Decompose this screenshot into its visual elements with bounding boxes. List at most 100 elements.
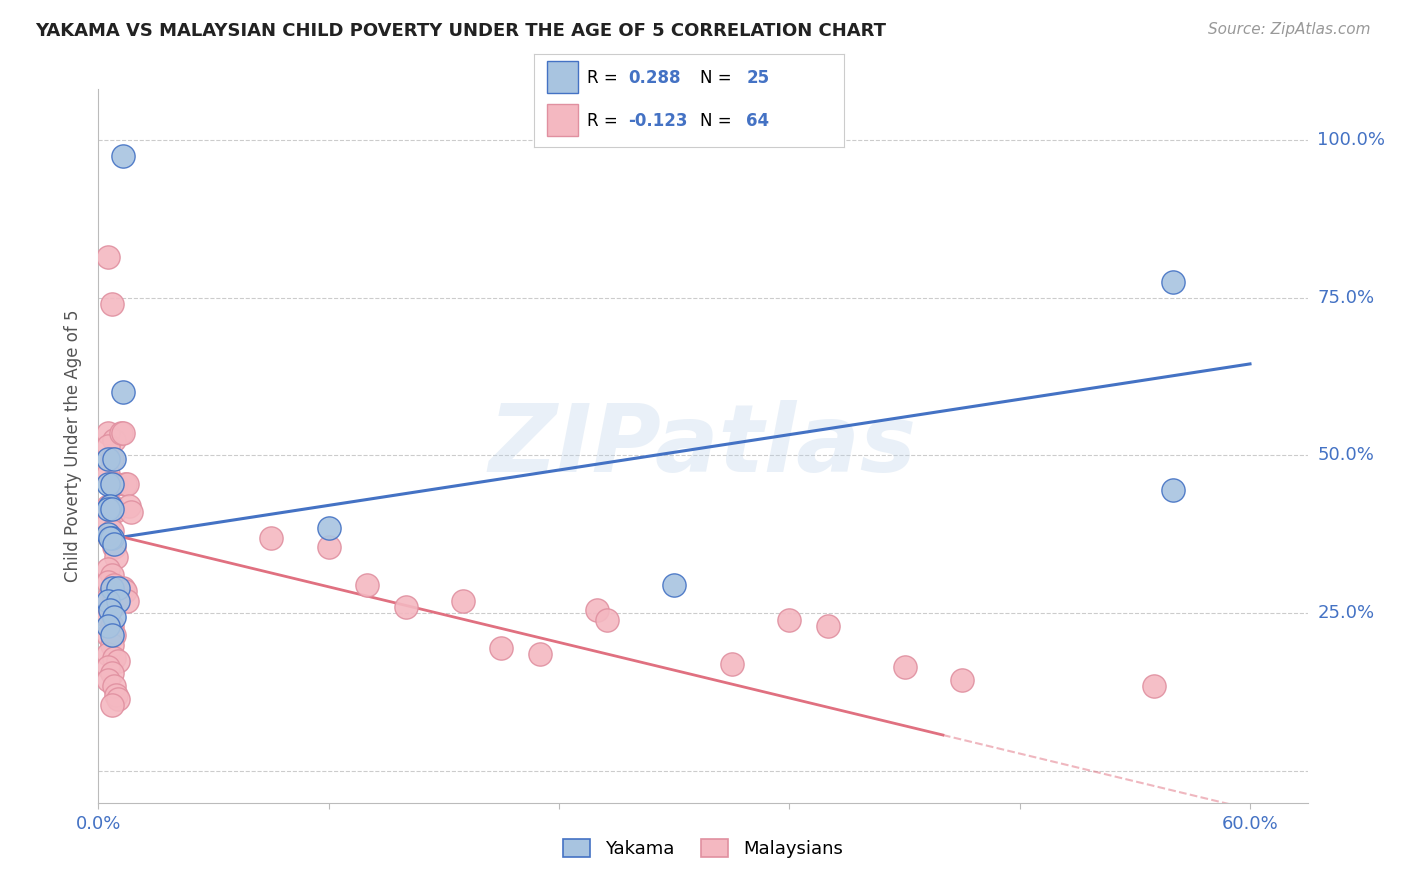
Point bbox=[103, 537, 125, 551]
Point bbox=[98, 603, 121, 617]
Point bbox=[101, 638, 124, 652]
Point bbox=[491, 641, 513, 656]
Text: N =: N = bbox=[700, 69, 737, 87]
Point bbox=[98, 531, 121, 545]
Point bbox=[114, 584, 136, 599]
Point bbox=[596, 613, 619, 627]
Text: R =: R = bbox=[586, 69, 623, 87]
Point bbox=[101, 619, 124, 633]
Point bbox=[101, 628, 124, 642]
Point bbox=[97, 574, 120, 589]
Point bbox=[260, 531, 283, 545]
Point bbox=[112, 148, 135, 162]
Point bbox=[97, 439, 120, 453]
Text: N =: N = bbox=[700, 112, 737, 130]
Point bbox=[97, 619, 120, 633]
Point bbox=[101, 666, 124, 681]
Text: 25: 25 bbox=[747, 69, 769, 87]
Point bbox=[893, 660, 915, 674]
Point bbox=[97, 499, 120, 513]
Point bbox=[103, 540, 125, 554]
Text: 100.0%: 100.0% bbox=[1317, 131, 1385, 149]
Bar bbox=[547, 61, 578, 93]
Point bbox=[101, 297, 124, 311]
Point bbox=[97, 648, 120, 662]
Point bbox=[107, 593, 129, 607]
Point bbox=[101, 476, 124, 491]
Point bbox=[103, 679, 125, 693]
Point bbox=[101, 499, 124, 513]
Point bbox=[720, 657, 742, 671]
Point bbox=[110, 426, 132, 441]
Point bbox=[104, 549, 127, 564]
Text: R =: R = bbox=[586, 112, 623, 130]
Point bbox=[101, 502, 124, 516]
Text: 64: 64 bbox=[747, 112, 769, 130]
Point bbox=[107, 691, 129, 706]
Point bbox=[97, 250, 120, 264]
Point bbox=[97, 609, 120, 624]
Point bbox=[97, 591, 120, 605]
Text: 75.0%: 75.0% bbox=[1317, 289, 1374, 307]
Point bbox=[115, 593, 138, 607]
Point bbox=[104, 689, 127, 703]
Point bbox=[529, 648, 551, 662]
Point bbox=[97, 467, 120, 482]
Text: 50.0%: 50.0% bbox=[1317, 447, 1374, 465]
Point bbox=[115, 476, 138, 491]
Point bbox=[101, 698, 124, 712]
Point bbox=[118, 499, 141, 513]
Point bbox=[107, 581, 129, 595]
Text: ZIPatlas: ZIPatlas bbox=[489, 400, 917, 492]
Point bbox=[112, 581, 135, 595]
Point bbox=[97, 451, 120, 466]
Point bbox=[103, 609, 125, 624]
Point bbox=[103, 433, 125, 447]
Point bbox=[97, 673, 120, 687]
Point bbox=[98, 499, 121, 513]
Point bbox=[97, 476, 120, 491]
Point bbox=[817, 619, 839, 633]
Point bbox=[664, 578, 686, 592]
Point bbox=[98, 531, 121, 545]
Point bbox=[101, 451, 124, 466]
Point bbox=[112, 426, 135, 441]
Point bbox=[114, 476, 136, 491]
Bar bbox=[547, 104, 578, 136]
Point bbox=[104, 597, 127, 611]
Point bbox=[103, 578, 125, 592]
Text: YAKAMA VS MALAYSIAN CHILD POVERTY UNDER THE AGE OF 5 CORRELATION CHART: YAKAMA VS MALAYSIAN CHILD POVERTY UNDER … bbox=[35, 22, 886, 40]
Point bbox=[101, 524, 124, 539]
Point bbox=[120, 505, 142, 519]
Point bbox=[103, 593, 125, 607]
Text: Source: ZipAtlas.com: Source: ZipAtlas.com bbox=[1208, 22, 1371, 37]
Point bbox=[1161, 483, 1184, 498]
Point bbox=[107, 654, 129, 668]
Legend: Yakama, Malaysians: Yakama, Malaysians bbox=[557, 831, 849, 865]
Y-axis label: Child Poverty Under the Age of 5: Child Poverty Under the Age of 5 bbox=[65, 310, 83, 582]
Point bbox=[318, 540, 340, 554]
Point bbox=[318, 521, 340, 535]
Point bbox=[451, 593, 474, 607]
Text: 25.0%: 25.0% bbox=[1317, 605, 1374, 623]
Point bbox=[950, 673, 973, 687]
Point bbox=[101, 531, 124, 545]
Point bbox=[394, 600, 416, 615]
Text: -0.123: -0.123 bbox=[628, 112, 688, 130]
Point bbox=[101, 568, 124, 582]
Point bbox=[112, 385, 135, 400]
Point bbox=[101, 584, 124, 599]
Point bbox=[103, 476, 125, 491]
Text: 0.288: 0.288 bbox=[628, 69, 681, 87]
Point bbox=[97, 527, 120, 541]
Point bbox=[97, 515, 120, 529]
Point bbox=[778, 613, 800, 627]
Point bbox=[97, 593, 120, 607]
Point bbox=[586, 603, 609, 617]
Point bbox=[97, 426, 120, 441]
Point bbox=[1143, 679, 1166, 693]
Point bbox=[103, 451, 125, 466]
Point bbox=[97, 502, 120, 516]
Point bbox=[104, 476, 127, 491]
Point bbox=[97, 562, 120, 576]
